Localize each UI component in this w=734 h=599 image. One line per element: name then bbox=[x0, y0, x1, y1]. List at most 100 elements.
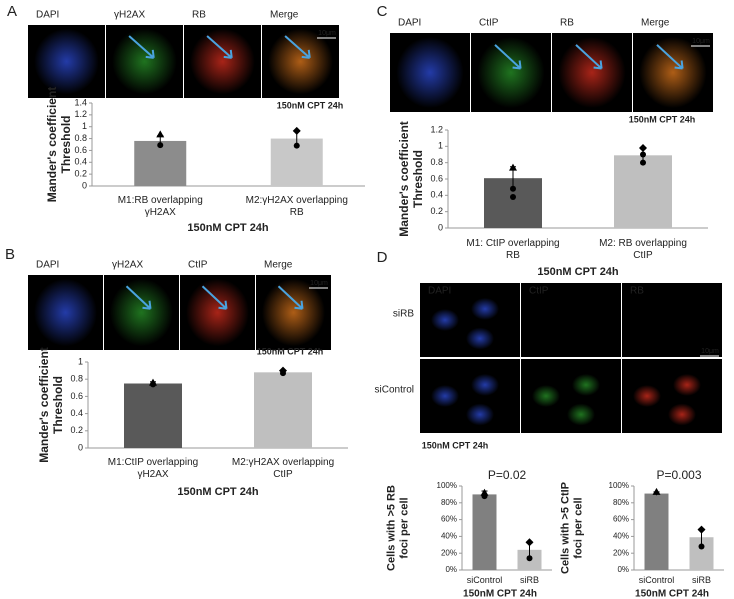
y-axis-label: Cells with >5 RBfoci per cell bbox=[385, 485, 410, 571]
channel-label: DAPI bbox=[398, 18, 421, 29]
y-tick-label: 0.2 bbox=[70, 425, 83, 435]
y-tick-label: 80% bbox=[613, 498, 629, 507]
x-tick-label-line: M2:γH2AX overlapping bbox=[246, 195, 348, 206]
nucleus bbox=[558, 36, 626, 109]
x-tick-label-line: siControl bbox=[639, 575, 675, 585]
panel-label: A bbox=[7, 3, 17, 20]
x-tick-label-line: siRB bbox=[520, 575, 539, 585]
channel-label: Merge bbox=[641, 18, 670, 29]
nucleus bbox=[431, 309, 459, 331]
y-axis-label-line: foci per cell bbox=[573, 497, 585, 558]
arrow bbox=[125, 285, 152, 310]
nucleus bbox=[466, 327, 494, 350]
y-tick-label: 100% bbox=[609, 481, 629, 490]
caption: 150nM CPT 24h bbox=[629, 114, 696, 124]
nucleus bbox=[34, 278, 97, 347]
channel-label: γH2AX bbox=[114, 10, 145, 21]
nucleus bbox=[471, 297, 499, 320]
arrow bbox=[128, 35, 155, 59]
y-tick-label: 0.6 bbox=[70, 391, 83, 401]
x-tick-label: M2: RB overlapping CtIP bbox=[599, 238, 687, 261]
x-tick-label-line: M2:γH2AX overlapping bbox=[232, 457, 334, 468]
nucleus bbox=[396, 36, 464, 109]
nucleus bbox=[673, 373, 701, 396]
y-tick-label: 0% bbox=[617, 565, 629, 574]
arrow bbox=[201, 285, 228, 310]
y-tick-label: 0.8 bbox=[430, 157, 443, 167]
x-tick-label: siControl bbox=[467, 575, 503, 585]
arrow bbox=[494, 44, 522, 70]
y-tick-label: 40% bbox=[441, 532, 457, 541]
y-tick-label: 0.2 bbox=[74, 169, 87, 179]
y-axis-label-line: Mander's coefficient bbox=[37, 347, 51, 463]
micrograph bbox=[622, 283, 722, 357]
micrograph bbox=[521, 283, 621, 357]
y-axis-label-line: Cells with >5 RB bbox=[385, 485, 397, 571]
caption: 150nM CPT 24h bbox=[277, 100, 344, 110]
data-point bbox=[292, 126, 301, 135]
nucleus bbox=[262, 278, 325, 347]
channel-label: Merge bbox=[270, 10, 299, 21]
x-tick-label-line: siRB bbox=[692, 575, 711, 585]
y-axis-label-line: foci per cell bbox=[399, 497, 411, 558]
bar bbox=[644, 493, 669, 570]
y-tick-label: 1 bbox=[438, 141, 443, 151]
data-point bbox=[697, 525, 706, 534]
bar bbox=[124, 383, 182, 448]
y-tick-label: 0 bbox=[82, 180, 87, 190]
y-axis-label: Mander's coefficientThreshold bbox=[397, 121, 425, 237]
data-point bbox=[156, 130, 165, 138]
y-tick-label: 1.4 bbox=[74, 97, 87, 107]
nucleus bbox=[639, 36, 707, 109]
channel-label: RB bbox=[192, 10, 206, 21]
data-point bbox=[640, 159, 646, 166]
row-label: siControl bbox=[375, 385, 414, 396]
caption: 150nM CPT 24h bbox=[257, 346, 324, 356]
y-axis-label-line: Threshold bbox=[411, 150, 425, 208]
data-point bbox=[157, 142, 164, 149]
x-tick-label-line: RB bbox=[506, 250, 520, 261]
data-point bbox=[510, 185, 516, 192]
arrow bbox=[284, 35, 311, 59]
y-tick-label: 0.4 bbox=[74, 157, 87, 167]
y-axis-label: Mander's coefficientThreshold bbox=[37, 347, 65, 463]
chart-title: P=0.003 bbox=[656, 468, 701, 482]
x-tick-label: M2:γH2AX overlapping RB bbox=[246, 195, 348, 218]
nucleus bbox=[186, 278, 249, 347]
nucleus bbox=[633, 385, 661, 407]
y-axis-label-line: Threshold bbox=[51, 376, 65, 434]
nucleus bbox=[477, 36, 545, 109]
y-tick-label: 20% bbox=[441, 548, 457, 557]
x-tick-label-line: M1:CtIP overlapping bbox=[108, 457, 198, 468]
nucleus bbox=[268, 28, 333, 95]
data-point bbox=[293, 142, 300, 149]
x-tick-label: M1: CtIP overlapping RB bbox=[466, 238, 559, 261]
chart-title: P=0.02 bbox=[488, 468, 527, 482]
y-tick-label: 0 bbox=[438, 222, 443, 232]
bar bbox=[134, 140, 187, 186]
data-point bbox=[652, 487, 661, 495]
x-tick-label-line: γH2AX bbox=[137, 469, 168, 480]
x-tick-label-line: CtIP bbox=[633, 250, 653, 261]
y-tick-label: 0.6 bbox=[74, 145, 87, 155]
y-tick-label: 40% bbox=[613, 532, 629, 541]
x-tick-label-line: siControl bbox=[467, 575, 503, 585]
y-tick-label: 60% bbox=[441, 515, 457, 524]
arrow bbox=[656, 44, 684, 70]
nucleus bbox=[110, 278, 173, 347]
x-tick-label: siControl bbox=[639, 575, 675, 585]
arrow bbox=[206, 35, 233, 59]
arrow bbox=[575, 44, 603, 70]
nucleus bbox=[471, 373, 499, 396]
data-point bbox=[698, 543, 705, 550]
data-point bbox=[639, 143, 647, 152]
nucleus bbox=[466, 403, 494, 426]
channel-label: DAPI bbox=[36, 10, 59, 21]
row-label: siRB bbox=[393, 309, 414, 320]
channel-label: Merge bbox=[264, 260, 293, 271]
channel-label: γH2AX bbox=[112, 260, 143, 271]
x-tick-label-line: RB bbox=[290, 207, 304, 218]
x-axis-label: 150nM CPT 24h bbox=[537, 266, 619, 278]
bar bbox=[472, 494, 497, 570]
